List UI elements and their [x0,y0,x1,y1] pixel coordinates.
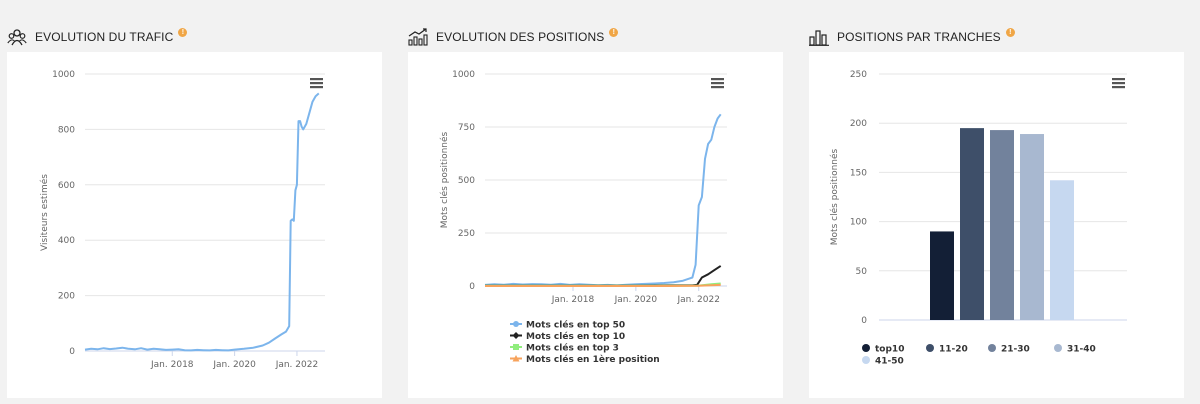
y-tick-label: 800 [58,125,75,135]
legend-marker [1054,344,1062,352]
ranges-panel-header: POSITIONS PAR TRANCHES ! [809,26,1015,48]
legend-marker [513,344,519,350]
bar-31-40[interactable] [1020,134,1044,320]
info-icon[interactable]: ! [609,27,619,37]
traffic-chart: 0 200 400 600 800 1000 Jan. 2018 Jan. 2020 Jan. … [39,70,325,370]
series-line-4 [485,283,721,287]
traffic-panel: EVOLUTION DU TRAFIC ! 0 200 400 600 800 1000 J… [7,0,382,404]
legend-marker [926,344,934,352]
ranges-chart: 0 50 100 150 200 250 Mots clés positionnés top1… [829,70,1127,367]
y-axis-label: Visiteurs estimés [39,174,50,251]
x-tick-label: Jan. 2022 [676,295,720,305]
legend-label: Mots clés en top 3 [526,343,619,354]
positions-panel: EVOLUTION DES POSITIONS ! 0 250 500 750 1000… [408,0,783,404]
traffic-card: 0 200 400 600 800 1000 Jan. 2018 Jan. 2020 Jan. … [7,52,382,398]
traffic-title: EVOLUTION DU TRAFIC [35,30,174,44]
info-icon[interactable]: ! [1005,27,1015,37]
legend-marker [512,355,520,362]
series-line-2 [485,265,722,287]
y-tick-label: 0 [469,282,475,292]
x-tick-label: Jan. 2020 [212,360,256,370]
positions-title: EVOLUTION DES POSITIONS [436,30,605,44]
ranges-title: POSITIONS PAR TRANCHES [837,30,1001,44]
legend-label: Mots clés en 1ère position [526,354,660,365]
legend-marker [513,321,519,327]
bar-11-20[interactable] [960,128,984,320]
y-axis-label: Mots clés positionnés [439,131,450,228]
hamburger-menu-icon[interactable] [310,78,323,89]
bar-top10[interactable] [930,231,954,320]
x-tick-label: Jan. 2018 [551,295,595,305]
ranges-card: 0 50 100 150 200 250 Mots clés positionnés top1… [809,52,1184,398]
y-tick-label: 100 [850,218,867,228]
y-tick-label: 250 [458,229,475,239]
y-tick-label: 0 [861,316,867,326]
hamburger-menu-icon[interactable] [1112,78,1125,89]
y-tick-label: 750 [458,123,475,133]
legend-label: 41-50 [875,357,904,367]
y-tick-label: 0 [69,347,75,357]
y-tick-label: 50 [856,267,868,277]
y-tick-label: 600 [58,181,75,191]
info-icon[interactable]: ! [178,27,188,37]
y-tick-label: 400 [58,236,75,246]
x-tick-label: Jan. 2018 [150,360,194,370]
hamburger-menu-icon[interactable] [711,78,724,89]
users-icon [7,29,27,46]
x-tick-label: Jan. 2022 [275,360,319,370]
positions-panel-header: EVOLUTION DES POSITIONS ! [408,26,619,48]
traffic-panel-header: EVOLUTION DU TRAFIC ! [7,26,188,48]
y-axis-label: Mots clés positionnés [829,148,840,245]
legend-label: 21-30 [1001,345,1030,355]
y-tick-label: 500 [458,176,475,186]
bar-columns-icon [809,30,829,46]
legend-label: top10 [875,345,904,355]
series-line-1 [484,113,722,287]
chart-growth-icon [408,28,428,46]
y-tick-label: 1000 [52,70,75,80]
y-tick-label: 250 [850,70,867,80]
legend-marker [512,332,520,339]
positions-chart: 0 250 500 750 1000 Jan. 2018 Jan. 2020 Jan. 202… [439,70,727,365]
series-line-1 [84,92,320,352]
legend-label: 31-40 [1067,345,1096,355]
legend-label: 11-20 [939,345,968,355]
bar-41-50[interactable] [1050,180,1074,320]
bar-21-30[interactable] [990,130,1014,320]
y-tick-label: 1000 [452,70,475,80]
ranges-panel: POSITIONS PAR TRANCHES ! 0 50 100 150 200 250… [809,0,1184,404]
legend-label: Mots clés en top 50 [526,320,625,331]
legend-marker [862,356,870,364]
x-tick-label: Jan. 2020 [614,295,658,305]
legend-label: Mots clés en top 10 [526,331,625,342]
positions-card: 0 250 500 750 1000 Jan. 2018 Jan. 2020 Jan. 202… [408,52,783,398]
legend-marker [988,344,996,352]
y-tick-label: 200 [850,119,867,129]
y-tick-label: 200 [58,292,75,302]
y-tick-label: 150 [850,168,867,178]
legend-marker [862,344,870,352]
